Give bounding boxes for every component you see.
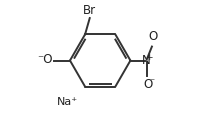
Text: N: N [142, 54, 151, 67]
Text: Na⁺: Na⁺ [57, 97, 78, 107]
Text: ⁻: ⁻ [149, 77, 154, 87]
Text: ⁻O: ⁻O [38, 53, 53, 66]
Text: O: O [143, 78, 153, 91]
Text: O: O [148, 30, 158, 43]
Text: +: + [145, 53, 153, 62]
Text: Br: Br [83, 4, 96, 18]
